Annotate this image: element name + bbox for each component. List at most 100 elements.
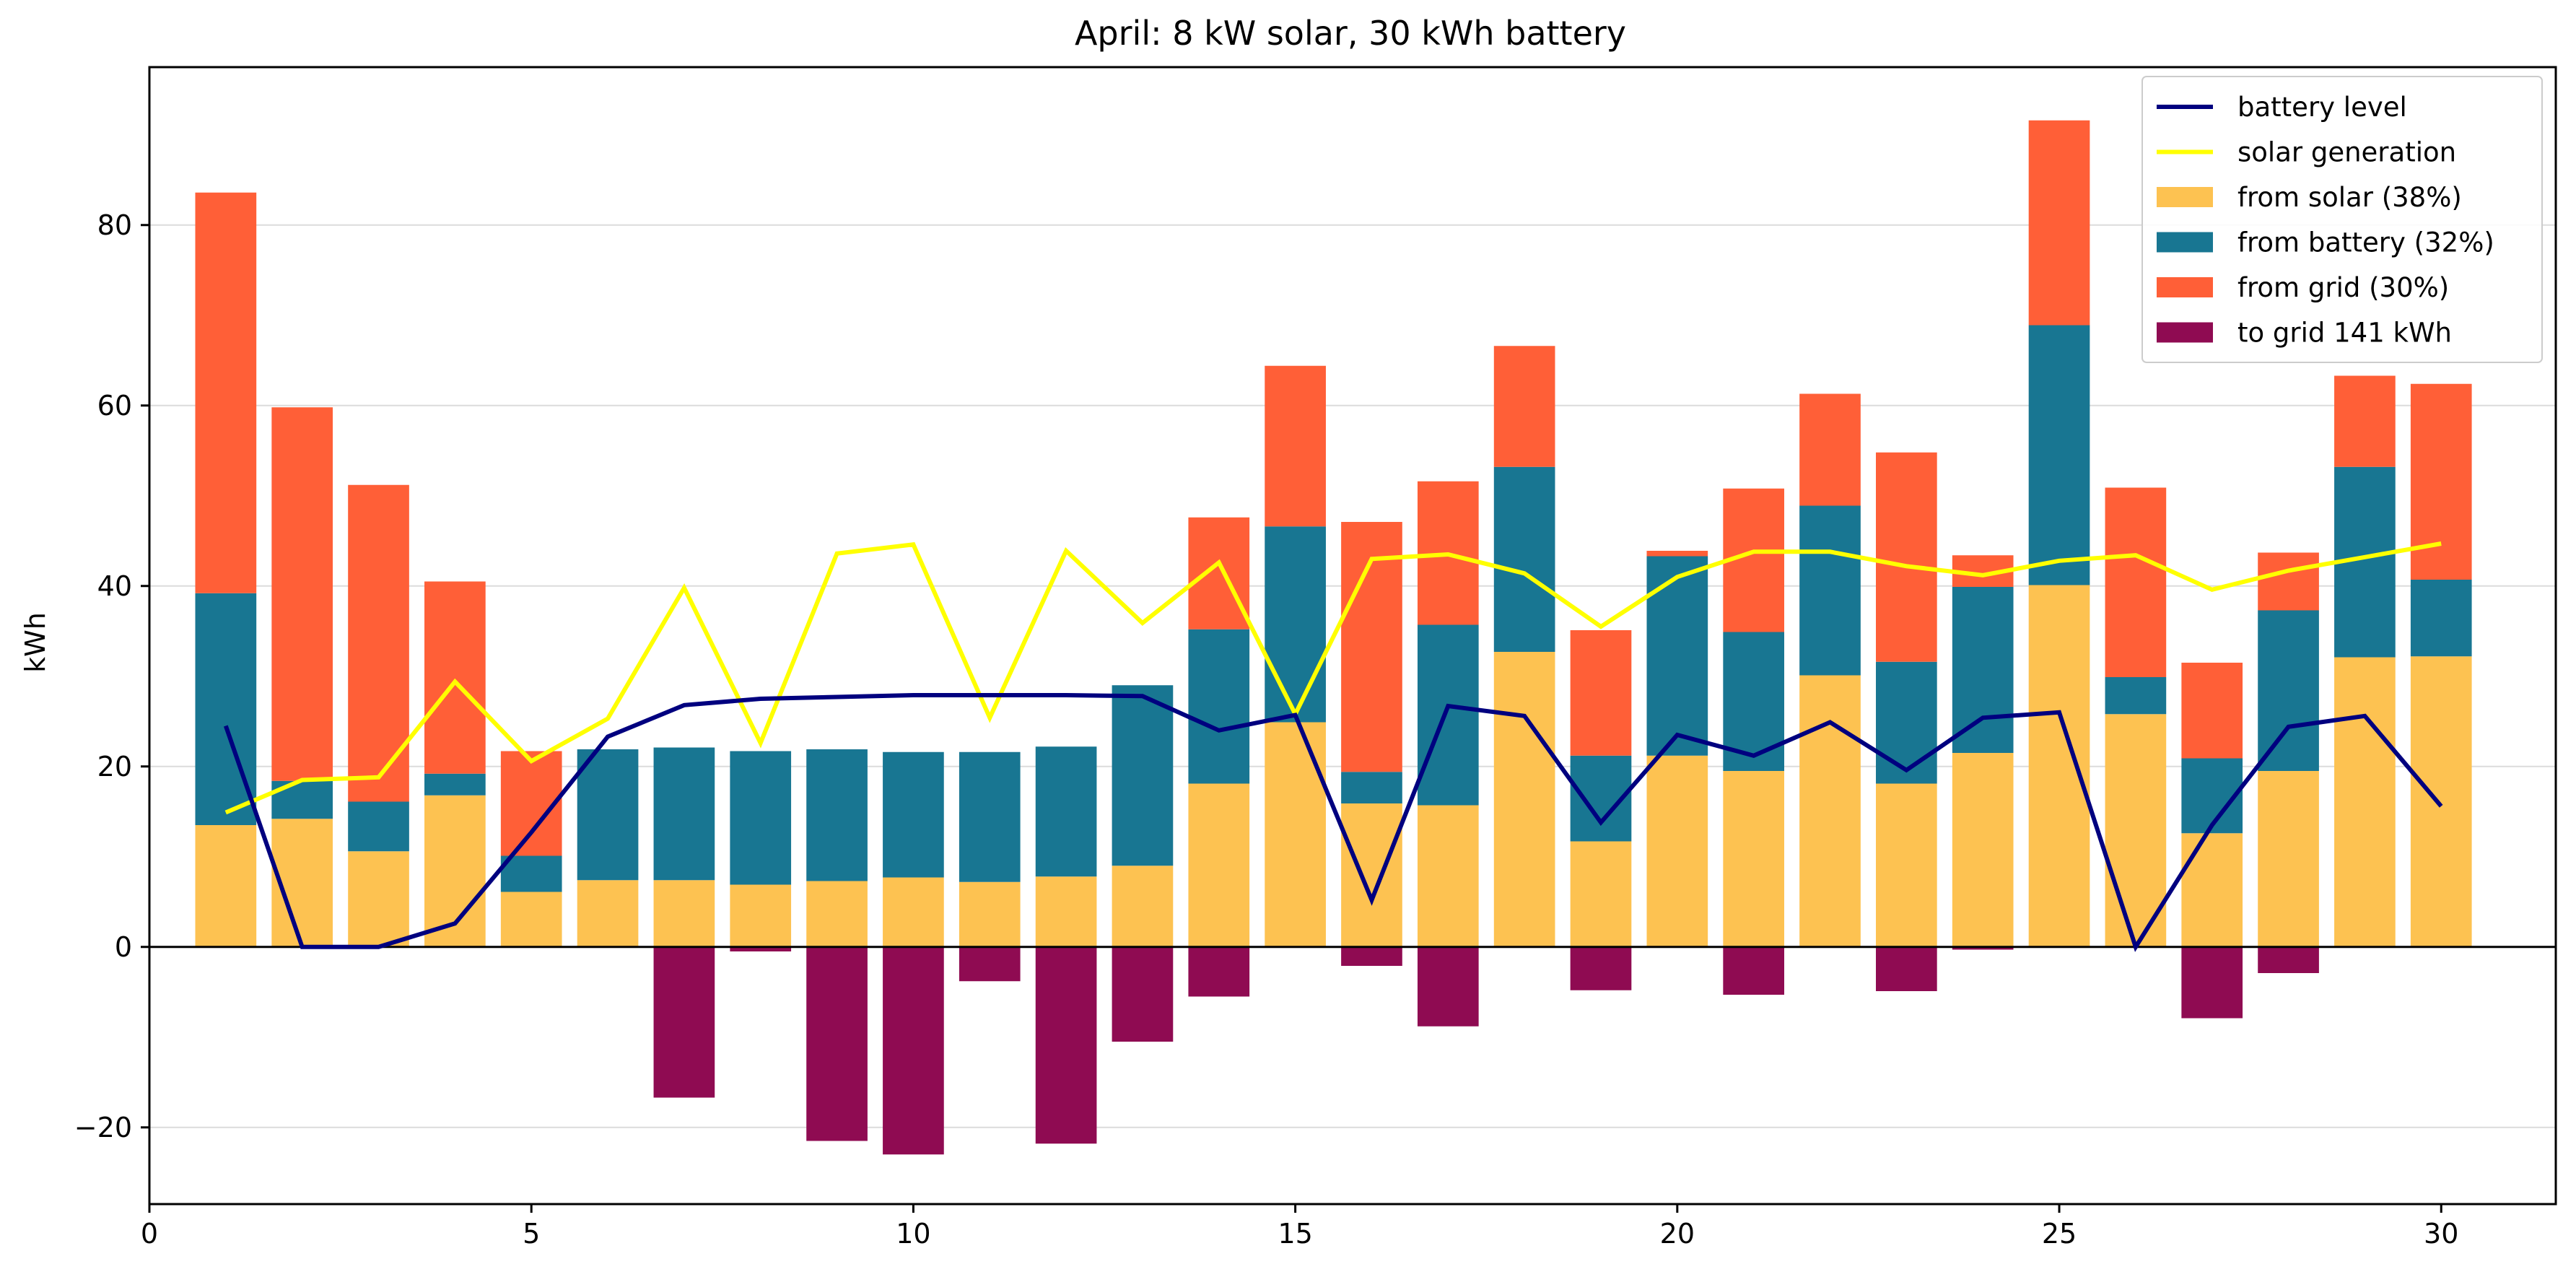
bar-from-solar [2410, 656, 2472, 947]
bar-from-grid [1876, 452, 1937, 662]
bar-from-grid [2410, 383, 2472, 580]
bar-from-grid [2028, 120, 2090, 326]
bar-from-solar [577, 880, 639, 947]
bar-from-battery [1799, 505, 1861, 676]
legend-swatch-from-battery [2157, 232, 2213, 253]
bar-from-solar [1646, 755, 1708, 947]
bar-from-solar [2258, 771, 2319, 947]
bar-to-grid [2181, 946, 2243, 1019]
bar-from-solar [653, 880, 715, 947]
bar-from-grid [195, 192, 257, 593]
bar-from-solar [1493, 652, 1555, 947]
x-tick-label: 30 [2424, 1218, 2458, 1250]
lines [223, 541, 2443, 952]
bar-from-solar [1341, 803, 1402, 947]
bar-from-solar [1799, 675, 1861, 947]
bar-from-grid [2105, 487, 2167, 677]
axis-ticks: 0 5 10 15 20 25 30 −20 0 20 40 60 80 [74, 209, 2459, 1250]
bar-from-battery [424, 773, 486, 796]
bar-from-battery [500, 855, 562, 892]
bar-from-solar [730, 884, 792, 947]
bar-from-solar [1876, 783, 1937, 947]
line-solar-generation [224, 541, 2442, 815]
bar-to-grid [1112, 946, 1174, 1042]
bar-from-battery [730, 751, 792, 885]
legend-label-battery-level: battery level [2237, 92, 2407, 123]
y-tick-label: 60 [97, 390, 132, 422]
bar-from-battery [653, 747, 715, 881]
chart-title: April: 8 kW solar, 30 kWh battery [1075, 14, 1626, 53]
bar-from-solar [2181, 833, 2243, 947]
bar-from-solar [1035, 876, 1097, 947]
bar-from-solar [959, 881, 1021, 947]
y-axis-label: kWh [19, 612, 51, 673]
x-tick-label: 15 [1278, 1218, 1312, 1250]
bar-to-grid [1417, 946, 1479, 1027]
bar-from-solar [1952, 753, 2014, 947]
y-tick-label: 80 [97, 209, 132, 241]
bar-to-grid [883, 946, 944, 1155]
bar-from-grid [1570, 630, 1632, 756]
bar-to-grid [1876, 946, 1937, 991]
legend-swatch-to-grid [2157, 322, 2213, 343]
bar-to-grid [1188, 946, 1250, 997]
line-battery-level [223, 693, 2443, 952]
bar-from-battery [959, 751, 1021, 882]
legend-box [2141, 76, 2543, 363]
x-tick-label: 0 [141, 1218, 158, 1250]
bar-from-solar [2334, 657, 2396, 947]
x-tick-label: 25 [2042, 1218, 2077, 1250]
bar-to-grid [806, 946, 868, 1141]
bar-to-grid [1723, 946, 1785, 995]
bar-to-grid [730, 946, 792, 951]
bar-from-battery [2105, 677, 2167, 715]
legend-swatch-from-solar [2157, 187, 2213, 207]
bar-from-battery [883, 751, 944, 878]
bar-to-grid [1035, 946, 1097, 1144]
bar-from-solar [1417, 805, 1479, 947]
bar-from-battery [1646, 556, 1708, 756]
bar-from-grid [1799, 393, 1861, 506]
bar-from-battery [1035, 746, 1097, 877]
bar-from-battery [1112, 685, 1174, 866]
x-tick-label: 20 [1660, 1218, 1695, 1250]
bar-from-grid [1188, 517, 1250, 629]
bar-from-battery [1417, 624, 1479, 806]
bar-from-grid [2334, 375, 2396, 467]
bar-from-solar [1188, 783, 1250, 947]
legend-label-solar-generation: solar generation [2237, 137, 2456, 168]
bar-from-battery [1265, 526, 1326, 723]
bar-from-battery [1952, 587, 2014, 753]
bar-from-solar [195, 825, 257, 947]
bars [195, 120, 2472, 1155]
bar-from-battery [1188, 629, 1250, 784]
y-tick-label: 20 [97, 751, 132, 783]
bar-from-grid [1646, 551, 1708, 557]
x-tick-label: 5 [523, 1218, 540, 1250]
bar-from-solar [806, 881, 868, 947]
y-tick-label: 0 [115, 931, 132, 963]
y-tick-label: −20 [74, 1112, 132, 1143]
legend-label-from-grid: from grid (30%) [2237, 272, 2449, 303]
bar-from-grid [348, 484, 409, 802]
legend-label-to-grid: to grid 141 kWh [2237, 318, 2452, 349]
legend: battery level solar generation from solar … [2141, 76, 2543, 363]
bar-from-battery [348, 801, 409, 852]
bar-from-battery [1876, 661, 1937, 784]
bar-to-grid [2258, 946, 2319, 973]
bar-to-grid [959, 946, 1021, 982]
bar-from-battery [2410, 580, 2472, 657]
legend-label-from-solar: from solar (38%) [2237, 182, 2462, 213]
bar-to-grid [1952, 946, 2014, 950]
bar-from-grid [2258, 552, 2319, 611]
bar-from-grid [271, 407, 333, 781]
bar-from-grid [424, 581, 486, 774]
bar-from-solar [500, 892, 562, 947]
bar-from-solar [1112, 866, 1174, 947]
bar-from-solar [2105, 714, 2167, 947]
bar-from-battery [577, 749, 639, 881]
bar-from-solar [1723, 771, 1785, 947]
bar-from-solar [1265, 722, 1326, 947]
bar-from-solar [883, 877, 944, 947]
